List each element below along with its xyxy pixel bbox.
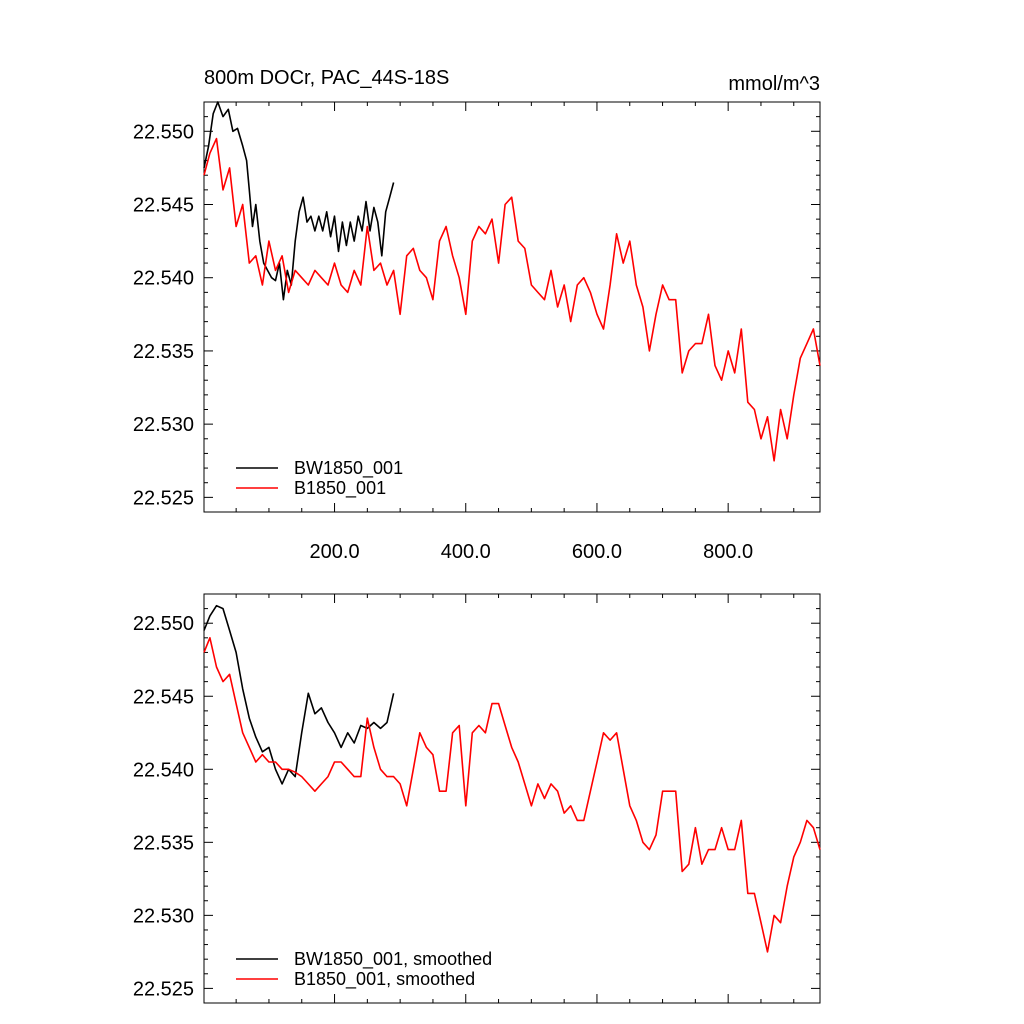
- y-tick-label: 22.530: [133, 905, 194, 927]
- series-line-0: [203, 101, 395, 301]
- chart-title: 800m DOCr, PAC_44S-18S: [204, 67, 449, 89]
- plot-frame: [203, 593, 821, 1004]
- bottom-panel: 22.525 22.530 22.535 22.540 22.545 22.550 BW18…: [133, 593, 821, 1004]
- y-tick-label: 22.540: [133, 268, 194, 290]
- y-tick-label: 22.550: [133, 613, 194, 635]
- y-tick-label: 22.530: [133, 414, 194, 436]
- y-tick-label: 22.545: [133, 195, 194, 217]
- plot-frame: [203, 101, 821, 513]
- legend-label: B1850_001, smoothed: [294, 969, 475, 990]
- y-tick-label: 22.535: [133, 832, 194, 854]
- y-tick-label: 22.535: [133, 341, 194, 363]
- y-tick-label: 22.545: [133, 686, 194, 708]
- units-label: mmol/m^3: [728, 73, 820, 95]
- x-tick-label: 600.0: [572, 541, 622, 563]
- x-tick-label: 400.0: [441, 541, 491, 563]
- x-tick-label: 800.0: [703, 541, 753, 563]
- series-line-1: [203, 636, 821, 953]
- y-tick-label: 22.540: [133, 759, 194, 781]
- y-tick-label: 22.525: [133, 978, 194, 1000]
- legend-label: BW1850_001: [294, 458, 403, 479]
- series-line-0: [203, 604, 395, 785]
- top-panel: 22.525 22.530 22.535 22.540 22.545 22.550 200.…: [133, 67, 821, 563]
- legend-label: B1850_001: [294, 478, 386, 499]
- series-line-1: [203, 137, 821, 462]
- y-tick-label: 22.525: [133, 487, 194, 509]
- x-tick-label: 200.0: [310, 541, 360, 563]
- y-tick-label: 22.550: [133, 121, 194, 143]
- legend-label: BW1850_001, smoothed: [294, 949, 492, 970]
